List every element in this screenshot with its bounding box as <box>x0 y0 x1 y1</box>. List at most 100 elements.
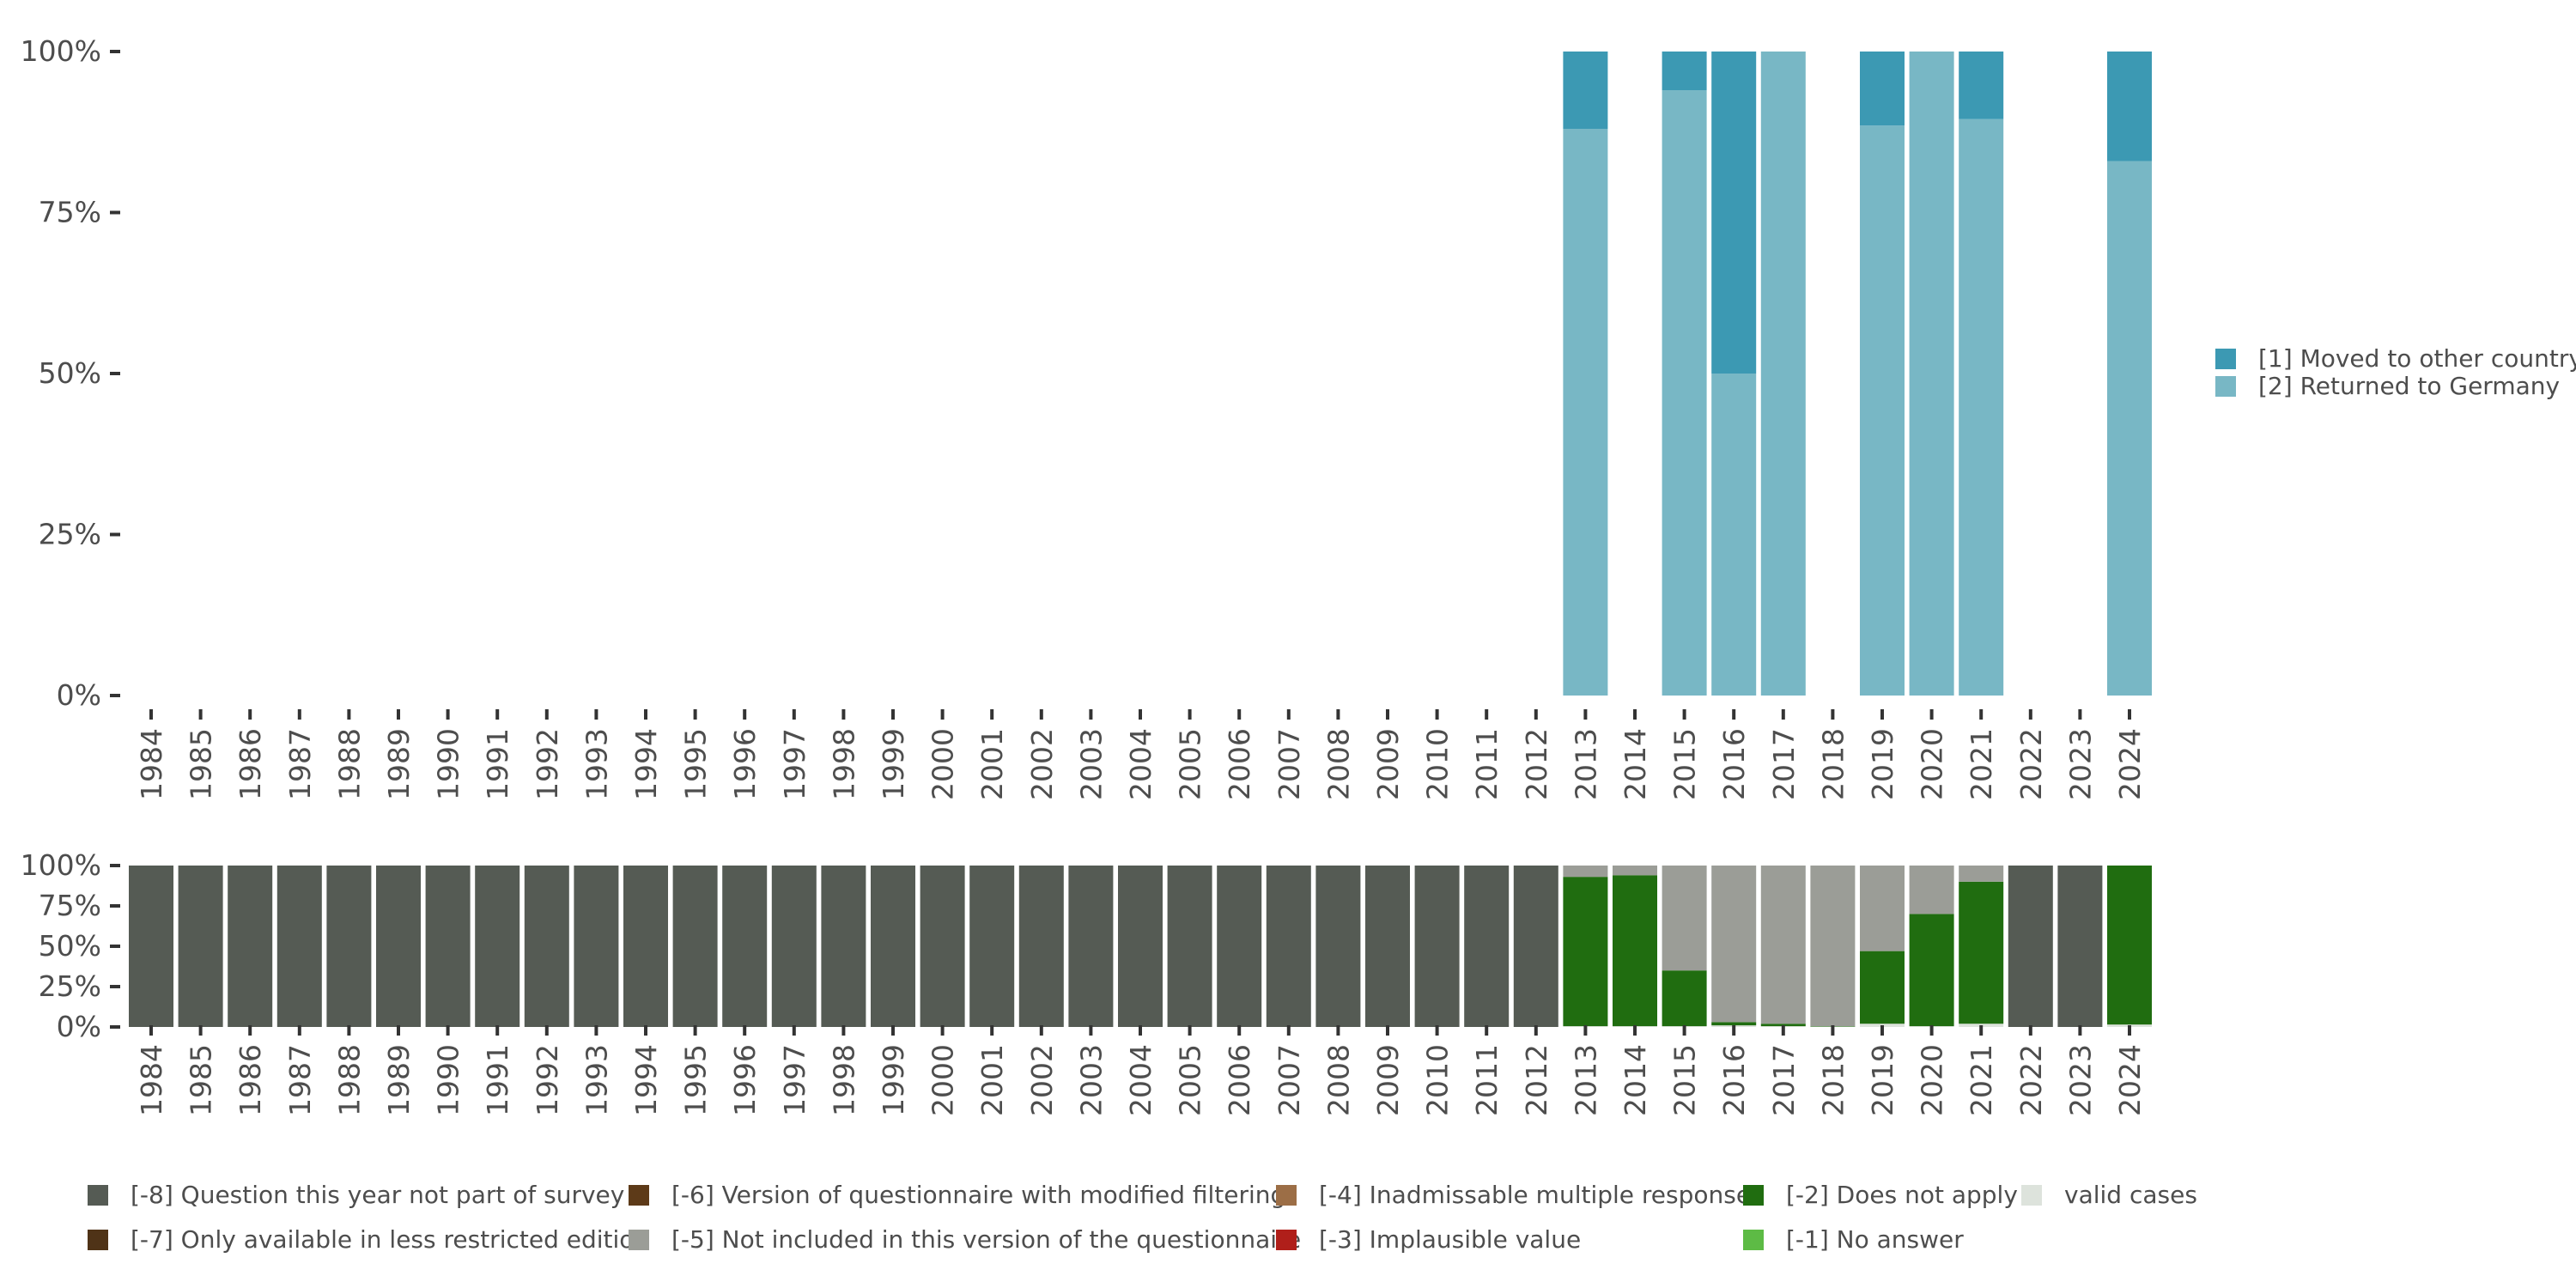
bottom-bar-1992-8-question-this-year-not-part-of-survey <box>524 866 569 1027</box>
bottom-x-tick-label-1999: 1999 <box>877 1044 910 1116</box>
top-legend-label-2-returned-to-germany: [2] Returned to Germany <box>2258 372 2560 400</box>
bottom-legend-label-5-not-included-in-this-version-of-the-questionnaire: [-5] Not included in this version of the… <box>671 1225 1301 1254</box>
top-y-tick-label: 50% <box>39 356 101 390</box>
top-x-tick-label-1998: 1998 <box>827 728 860 800</box>
top-x-tick-label-2018: 2018 <box>1816 728 1850 800</box>
top-bar-2016-1-moved-to-other-country <box>1711 52 1757 374</box>
top-bar-2017-2-returned-to-germany <box>1760 52 1806 696</box>
top-x-tick-label-2000: 2000 <box>927 728 960 800</box>
bottom-bar-1987-8-question-this-year-not-part-of-survey <box>276 866 322 1027</box>
top-x-tick-label-1984: 1984 <box>135 728 168 800</box>
bottom-x-tick-label-2020: 2020 <box>1916 1044 1949 1116</box>
bottom-legend-key-2-does-not-apply <box>1743 1185 1764 1206</box>
top-x-tick-label-1985: 1985 <box>185 728 218 800</box>
bottom-x-tick-label-1987: 1987 <box>283 1044 317 1116</box>
top-x-tick-label-2009: 2009 <box>1371 728 1405 800</box>
bottom-legend-label-6-version-of-questionnaire-with-modified-filtering: [-6] Version of questionnaire with modif… <box>671 1181 1285 1209</box>
bottom-legend-key-4-inadmissable-multiple-response <box>1276 1185 1297 1206</box>
top-x-tick-label-1999: 1999 <box>877 728 910 800</box>
top-x-tick-label-2005: 2005 <box>1174 728 1207 800</box>
bottom-x-tick-label-1986: 1986 <box>234 1044 267 1116</box>
top-bar-2024-2-returned-to-germany <box>2107 161 2152 696</box>
bottom-x-tick-label-1995: 1995 <box>679 1044 713 1116</box>
top-x-tick-label-1990: 1990 <box>432 728 465 800</box>
top-y-tick-label: 25% <box>39 518 101 551</box>
top-bar-2020-2-returned-to-germany <box>1909 52 1954 696</box>
bottom-x-tick-label-2018: 2018 <box>1816 1044 1850 1116</box>
top-x-tick-label-2014: 2014 <box>1619 728 1652 800</box>
bottom-x-tick-label-2009: 2009 <box>1371 1044 1405 1116</box>
bottom-x-tick-label-1985: 1985 <box>185 1044 218 1116</box>
bottom-bar-2003-8-question-this-year-not-part-of-survey <box>1068 866 1114 1027</box>
bottom-bar-1988-8-question-this-year-not-part-of-survey <box>326 866 372 1027</box>
bottom-bar-2017-2-does-not-apply <box>1760 1024 1806 1027</box>
top-bar-2013-1-moved-to-other-country <box>1563 52 1608 129</box>
bottom-bar-2014-2-does-not-apply <box>1613 875 1657 1027</box>
top-x-tick-label-2012: 2012 <box>1520 728 1553 800</box>
top-x-tick-label-2013: 2013 <box>1569 728 1602 800</box>
bottom-x-tick-label-2016: 2016 <box>1717 1044 1751 1116</box>
bottom-bar-2021-5-not-included-in-this-version-of-the-questionnaire <box>1959 866 2004 882</box>
bottom-y-tick-label: 100% <box>21 848 101 882</box>
bottom-legend-key-1-no-answer <box>1743 1230 1764 1250</box>
bottom-bar-2000-8-question-this-year-not-part-of-survey <box>920 866 965 1027</box>
bottom-x-tick-label-2014: 2014 <box>1619 1044 1652 1116</box>
bottom-bar-1985-8-question-this-year-not-part-of-survey <box>178 866 223 1027</box>
bottom-bar-2014-5-not-included-in-this-version-of-the-questionnaire <box>1613 866 1657 876</box>
bottom-x-tick-label-1997: 1997 <box>778 1044 811 1116</box>
bottom-bar-2013-2-does-not-apply <box>1563 877 1608 1027</box>
top-legend-key-1-moved-to-other-country <box>2215 349 2236 369</box>
bottom-bar-2021-2-does-not-apply <box>1959 881 2004 1024</box>
bottom-y-tick-label: 75% <box>39 889 101 922</box>
top-x-tick-label-2004: 2004 <box>1124 728 1157 800</box>
top-bar-2015-1-moved-to-other-country <box>1662 52 1707 90</box>
bottom-bar-2018-5-not-included-in-this-version-of-the-questionnaire <box>1810 866 1856 1027</box>
top-bar-2021-1-moved-to-other-country <box>1959 52 2004 119</box>
top-bar-2019-2-returned-to-germany <box>1860 125 1905 696</box>
bottom-x-tick-label-2023: 2023 <box>2063 1044 2097 1116</box>
bottom-x-tick-label-2004: 2004 <box>1124 1044 1157 1116</box>
bottom-bar-2019-2-does-not-apply <box>1860 951 1905 1024</box>
bottom-bar-2020-5-not-included-in-this-version-of-the-questionnaire <box>1909 866 1954 914</box>
bottom-x-tick-label-2019: 2019 <box>1866 1044 1899 1116</box>
top-x-tick-label-2024: 2024 <box>2113 728 2147 800</box>
bottom-bar-2019-5-not-included-in-this-version-of-the-questionnaire <box>1860 866 1905 951</box>
top-x-tick-label-2010: 2010 <box>1421 728 1455 800</box>
bottom-legend-label-2-does-not-apply: [-2] Does not apply <box>1786 1181 2018 1209</box>
bottom-legend-label-3-implausible-value: [-3] Implausible value <box>1319 1225 1581 1254</box>
top-x-tick-label-1996: 1996 <box>728 728 762 800</box>
bottom-bar-2004-8-question-this-year-not-part-of-survey <box>1118 866 1163 1027</box>
top-x-tick-label-2017: 2017 <box>1767 728 1801 800</box>
bottom-bar-1994-8-question-this-year-not-part-of-survey <box>623 866 668 1027</box>
top-x-tick-label-2020: 2020 <box>1916 728 1949 800</box>
bottom-x-tick-label-2001: 2001 <box>975 1044 1009 1116</box>
bottom-bar-2023-8-question-this-year-not-part-of-survey <box>2057 866 2103 1027</box>
bottom-bar-2024-2-does-not-apply <box>2107 866 2152 1025</box>
bottom-bar-2016-5-not-included-in-this-version-of-the-questionnaire <box>1711 866 1757 1023</box>
top-x-tick-label-2011: 2011 <box>1470 728 1504 800</box>
top-x-tick-label-2007: 2007 <box>1273 728 1306 800</box>
bottom-legend-label-7-only-available-in-less-restricted-edition: [-7] Only available in less restricted e… <box>131 1225 649 1254</box>
top-x-tick-label-2019: 2019 <box>1866 728 1899 800</box>
bottom-legend: [-8] Question this year not part of surv… <box>88 1181 2197 1254</box>
top-y-tick-label: 0% <box>57 678 101 712</box>
top-x-tick-label-1992: 1992 <box>531 728 564 800</box>
bottom-x-tick-label-1994: 1994 <box>629 1044 663 1116</box>
bottom-bar-2009-8-question-this-year-not-part-of-survey <box>1365 866 1410 1027</box>
top-x-tick-label-2008: 2008 <box>1321 728 1355 800</box>
bottom-bar-2007-8-question-this-year-not-part-of-survey <box>1266 866 1311 1027</box>
bottom-bar-1997-8-question-this-year-not-part-of-survey <box>771 866 817 1027</box>
top-bar-2021-2-returned-to-germany <box>1959 118 2004 696</box>
bottom-bar-1990-8-question-this-year-not-part-of-survey <box>425 866 471 1027</box>
bottom-bar-2015-2-does-not-apply <box>1662 970 1707 1027</box>
bottom-legend-key-8-question-this-year-not-part-of-survey <box>88 1185 108 1206</box>
top-legend-label-1-moved-to-other-country: [1] Moved to other country <box>2258 344 2576 373</box>
bottom-bar-1989-8-question-this-year-not-part-of-survey <box>376 866 421 1027</box>
bottom-legend-label-4-inadmissable-multiple-response: [-4] Inadmissable multiple response <box>1319 1181 1751 1209</box>
top-x-tick-label-2015: 2015 <box>1668 728 1702 800</box>
bottom-x-tick-label-1988: 1988 <box>332 1044 366 1116</box>
bottom-x-tick-label-2000: 2000 <box>927 1044 960 1116</box>
top-x-tick-label-2022: 2022 <box>2014 728 2048 800</box>
top-x-tick-label-2003: 2003 <box>1074 728 1108 800</box>
bottom-x-tick-label-1989: 1989 <box>382 1044 416 1116</box>
